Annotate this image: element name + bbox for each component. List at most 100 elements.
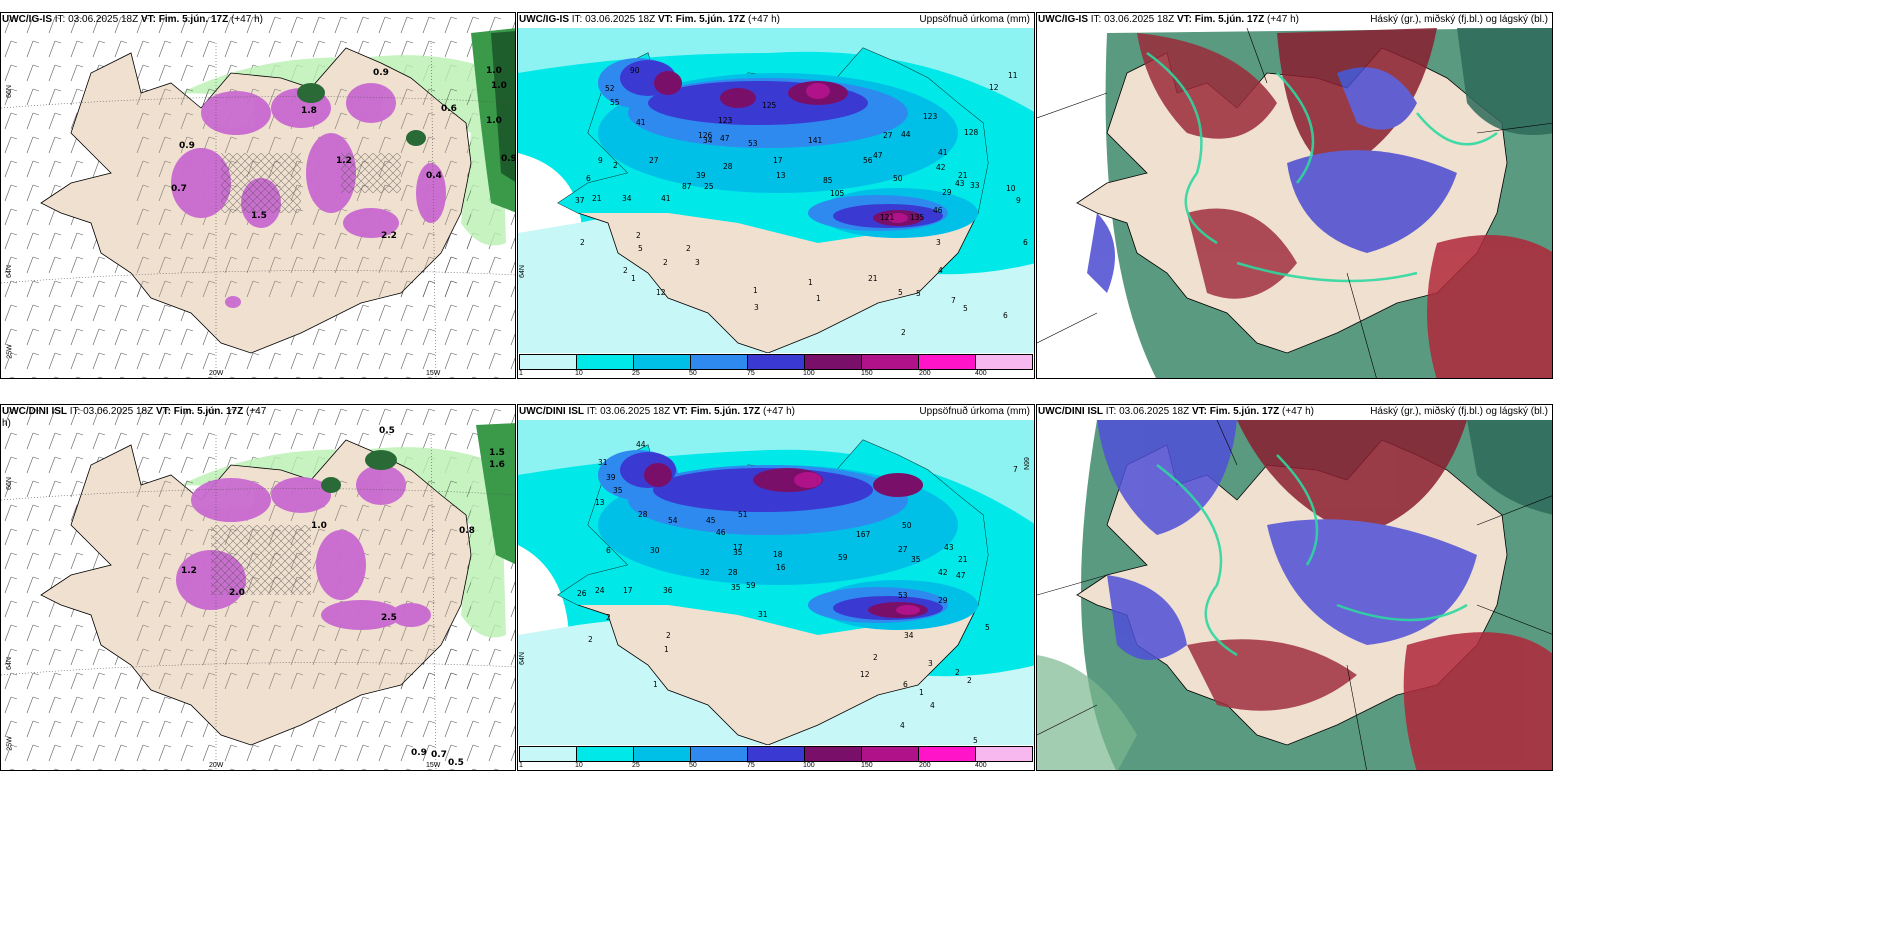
svg-text:167: 167 [856,530,871,539]
svg-text:1: 1 [753,286,758,295]
svg-text:50: 50 [893,174,903,183]
panel-field-name: Uppsöfnuð úrkoma (mm) [919,406,1030,417]
svg-text:2: 2 [636,231,641,240]
svg-text:87: 87 [682,182,692,191]
svg-text:46: 46 [716,528,726,537]
precip-values: 90 52 55 41 27 6 9 2 37 21 34 41 87 39 2… [575,66,1028,337]
svg-text:34: 34 [904,631,914,640]
svg-text:0.9: 0.9 [373,68,389,78]
svg-text:39: 39 [696,171,706,180]
svg-text:9: 9 [598,156,603,165]
svg-text:6: 6 [606,546,611,555]
svg-text:5: 5 [985,623,990,632]
panel-title: UWC/IG-IS IT: 03.06.2025 18Z VT: Fim. 5.… [1038,14,1299,25]
svg-text:1.8: 1.8 [301,106,317,116]
svg-text:53: 53 [748,139,758,148]
svg-text:28: 28 [728,568,738,577]
svg-text:12: 12 [989,83,999,92]
svg-text:21: 21 [868,274,878,283]
svg-text:2: 2 [588,635,593,644]
svg-text:1.0: 1.0 [486,66,502,76]
svg-text:2: 2 [606,613,611,622]
svg-text:6: 6 [903,680,908,689]
svg-text:1: 1 [631,274,636,283]
lat-66n: 66N [5,477,13,490]
svg-text:1.0: 1.0 [491,81,507,91]
svg-text:46: 46 [933,206,943,215]
svg-text:2: 2 [580,238,585,247]
svg-text:0.8: 0.8 [459,526,475,536]
panel-field-name: Háský (gr.), miðský (fj.bl.) og lágský (… [1370,14,1548,25]
svg-text:2.2: 2.2 [381,231,397,241]
lon-15w: 15W [426,762,441,769]
cloud-map [1037,419,1552,770]
svg-text:18: 18 [773,550,783,559]
svg-text:1.0: 1.0 [486,116,502,126]
svg-text:16: 16 [776,563,786,572]
svg-text:41: 41 [938,148,948,157]
svg-text:42: 42 [938,568,948,577]
svg-text:10: 10 [1006,184,1016,193]
panel-title: UWC/DINI ISL IT: 03.06.2025 18Z VT: Fim.… [1038,406,1314,417]
svg-text:5: 5 [963,304,968,313]
svg-text:17: 17 [773,156,783,165]
svg-text:126: 126 [698,131,713,140]
svg-text:31: 31 [758,610,768,619]
svg-text:21: 21 [958,171,968,180]
svg-text:5: 5 [638,244,643,253]
lat-64n: 64N [518,265,526,278]
svg-text:125: 125 [762,101,777,110]
panel-clouds-igis: UWC/IG-IS IT: 03.06.2025 18Z VT: Fim. 5.… [1036,12,1553,379]
wind-map: 0.5 1.5 1.6 0.8 1.2 2.0 2.5 1.0 0.9 0.7 … [1,405,515,770]
precip-values: 44 31 39 35 13 28 6 30 26 24 17 36 54 46… [577,440,1018,745]
panel-precip-dini: UWC/DINI ISL IT: 03.06.2025 18Z VT: Fim.… [517,404,1035,771]
svg-text:6: 6 [586,174,591,183]
svg-text:36: 36 [663,586,673,595]
svg-text:0.7: 0.7 [431,750,447,760]
svg-text:28: 28 [723,162,733,171]
colorbar-ticks: 1 10 25 50 75 100 150 200 400 [519,762,987,769]
lat-64n: 64N [5,657,13,670]
panel-wind-igis: UWC/IG-IS IT: 03.06.2025 18Z VT: Fim. 5.… [0,12,516,379]
svg-text:85: 85 [823,176,833,185]
svg-text:35: 35 [733,548,743,557]
svg-text:1: 1 [808,278,813,287]
svg-text:44: 44 [636,440,646,449]
svg-text:21: 21 [958,555,968,564]
svg-text:0.9: 0.9 [179,141,195,151]
svg-text:3: 3 [928,659,933,668]
svg-text:47: 47 [720,134,730,143]
svg-text:35: 35 [911,555,921,564]
svg-text:7: 7 [1013,465,1018,474]
svg-text:4: 4 [930,701,935,710]
svg-text:105: 105 [830,189,845,198]
svg-text:1.2: 1.2 [336,156,352,166]
panel-title: UWC/IG-IS IT: 03.06.2025 18Z VT: Fim. 5.… [2,14,263,25]
svg-text:1.5: 1.5 [251,211,267,221]
svg-text:42: 42 [936,163,946,172]
svg-text:41: 41 [636,118,646,127]
svg-text:6: 6 [1023,238,1028,247]
svg-text:2: 2 [955,668,960,677]
panel-field-name: Uppsöfnuð úrkoma (mm) [919,14,1030,25]
panel-clouds-dini: UWC/DINI ISL IT: 03.06.2025 18Z VT: Fim.… [1036,404,1553,771]
svg-text:0.5: 0.5 [379,426,395,436]
svg-text:25: 25 [704,182,714,191]
colorbar [519,746,1033,762]
svg-text:0.7: 0.7 [171,184,187,194]
svg-text:2: 2 [873,653,878,662]
panel-field-name: Háský (gr.), miðský (fj.bl.) og lágský (… [1370,406,1548,417]
svg-text:44: 44 [901,130,911,139]
svg-text:28: 28 [638,510,648,519]
svg-text:30: 30 [650,546,660,555]
svg-text:90: 90 [630,66,640,75]
wind-values: 0.5 1.5 1.6 0.8 1.2 2.0 2.5 1.0 0.9 0.7 … [181,426,505,768]
svg-text:0.4: 0.4 [426,171,442,181]
svg-text:4: 4 [938,266,943,275]
svg-text:35: 35 [731,583,741,592]
svg-text:5: 5 [973,736,978,745]
svg-text:45: 45 [706,516,716,525]
colorbar-ticks: 1 10 25 50 75 100 150 200 400 [519,370,987,377]
svg-text:2: 2 [967,676,972,685]
svg-text:34: 34 [622,194,632,203]
